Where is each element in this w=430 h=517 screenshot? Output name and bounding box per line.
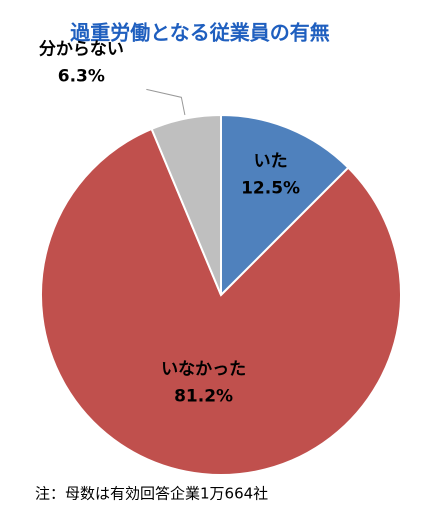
value-label: 81.2% bbox=[174, 386, 233, 406]
pie-slice bbox=[220, 113, 350, 298]
value-label: 12.5% bbox=[241, 178, 300, 198]
slice-label: 分からない bbox=[39, 39, 124, 59]
slice-label: いた bbox=[254, 151, 288, 171]
pie-slice bbox=[150, 113, 222, 296]
note: 注：母数は有効回答企業1万664社 bbox=[35, 485, 268, 503]
leader-line bbox=[146, 88, 186, 116]
value-label: 6.3% bbox=[58, 66, 105, 86]
chart-title: 過重労働となる従業員の有無 bbox=[70, 21, 329, 45]
slice-label: いなかった bbox=[161, 359, 246, 379]
pie-slice bbox=[40, 127, 402, 476]
